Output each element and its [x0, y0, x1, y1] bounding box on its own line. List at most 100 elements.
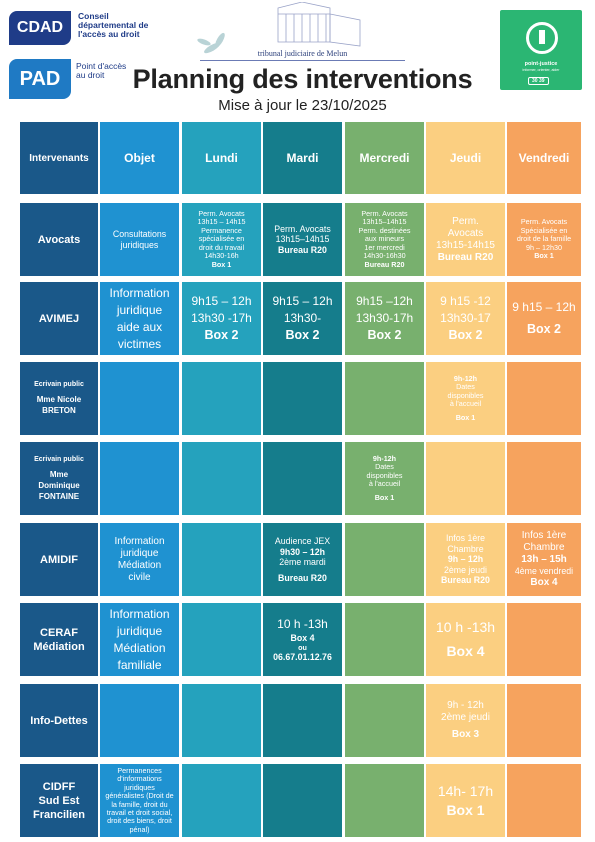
cell-text-line: 13h30- — [283, 311, 322, 325]
schedule-cell-objet: Information juridique Médiation familiale — [100, 603, 179, 676]
column-header-label: Lundi — [205, 151, 238, 165]
schedule-cell-lundi — [182, 362, 261, 435]
cell-text-line: Avocats — [37, 233, 81, 246]
cell-text-line: Avocats — [447, 227, 484, 239]
schedule-cell-vendredi — [507, 442, 581, 515]
schedule-cell-jeudi — [426, 442, 505, 515]
cell-text-line: à l'accueil — [449, 399, 482, 409]
cell-text-line: Dominique — [38, 480, 80, 490]
column-header-mercredi: Mercredi — [345, 122, 424, 194]
cell-text-line: Consultations — [112, 229, 167, 239]
schedule-cell-mardi — [263, 764, 342, 837]
cell-text-line: juridiques — [124, 782, 155, 792]
column-header-label: Intervenants — [29, 152, 89, 164]
schedule-cell-mercredi: 9h-12h Dates disponibles à l'accueil Box 1 — [345, 442, 424, 515]
cell-text-line: 9h15 – 12h — [191, 294, 252, 308]
cell-text-line: AVIMEJ — [38, 312, 80, 325]
cell-text-line: Médiation — [33, 640, 85, 653]
cell-text-line: 10 h -13h — [435, 619, 496, 635]
schedule-cell-jeudi: Infos 1ère Chambre 9h – 12h 2ème jeudi Burea… — [426, 523, 505, 596]
cell-text-line: 10 h -13h — [277, 617, 328, 632]
schedule-cell-vendredi — [507, 764, 581, 837]
cell-text-line: 13h30-17h — [355, 311, 414, 325]
cell-text-line: 13h30-17 — [440, 311, 491, 325]
schedule-cell-lundi: 9h15 – 12h 13h30 -17h Box 2 — [182, 282, 261, 355]
cell-text-line: juridiques — [120, 239, 159, 250]
schedule-cell-mercredi — [345, 764, 424, 837]
schedule-cell-vendredi — [507, 362, 581, 435]
cell-text-line: 4ème vendredi — [514, 566, 574, 577]
cell-text-line: Box 2 — [285, 328, 320, 342]
cell-text-line: Ecrivain public — [34, 455, 84, 463]
schedule-cell-mardi — [263, 442, 342, 515]
cell-text-line: AMIDIF — [40, 553, 78, 566]
cell-text-line: 14h- 17h — [437, 782, 494, 799]
schedule-cell-vendredi: 9 h15 – 12h Box 2 — [507, 282, 581, 355]
schedule-cell-mardi — [263, 684, 342, 757]
cell-text-line: 14h30-16h30 — [363, 251, 406, 261]
schedule-cell-objet: Consultations juridiques — [100, 203, 179, 276]
point-justice-phone: 30 39 — [528, 77, 549, 85]
column-header-label: Objet — [124, 151, 155, 165]
cell-text-line: 9h-12h — [372, 453, 397, 463]
cell-text-line: Box 1 — [211, 259, 232, 269]
cell-text-line: droit des biens, droit — [107, 816, 172, 826]
page-title: Planning des interventions — [132, 64, 473, 94]
column-header-label: Mercredi — [359, 151, 410, 165]
tribunal-building-illustration — [197, 2, 361, 54]
cell-text-line: droit du travail — [198, 242, 245, 252]
column-header-label: Jeudi — [449, 151, 482, 165]
intervenant-cell: Avocats — [20, 203, 98, 276]
intervenant-cell: Ecrivain public Mme Dominique FONTAINE — [20, 442, 98, 515]
cell-text-line: 9 h15 – 12h — [512, 300, 576, 314]
cell-text-line: la famille, droit du — [111, 799, 168, 809]
cell-text-line: 9 h15 -12 — [440, 294, 491, 308]
info-icon — [526, 22, 558, 54]
cell-text-line: d'informations — [117, 774, 162, 784]
column-header-jeudi: Jeudi — [426, 122, 505, 194]
cell-text-line: Audience JEX — [274, 536, 331, 546]
cell-text-line: 13h15–14h15 — [362, 217, 407, 227]
cell-text-line: Bureau R20 — [278, 572, 327, 583]
schedule-cell-jeudi: 9h - 12h 2ème jeudi Box 3 — [426, 684, 505, 757]
cell-text-line: 2ème mardi — [279, 557, 326, 567]
cell-text-line: Bureau R20 — [278, 244, 327, 255]
cell-text-line: juridique — [116, 623, 163, 638]
schedule-cell-mercredi — [345, 684, 424, 757]
schedule-cell-mercredi: 9h15 –12h 13h30-17h Box 2 — [345, 282, 424, 355]
cell-text-line: Ecrivain public — [34, 381, 84, 388]
cell-text-line: Infos 1ère — [521, 530, 567, 542]
cell-text-line: Infos 1ère — [445, 533, 486, 544]
cell-text-line: juridique — [120, 547, 159, 559]
cell-text-line: Information — [109, 606, 170, 621]
cdad-logo: CDAD — [9, 11, 71, 45]
schedule-cell-mardi: 10 h -13h Box 4 ou 06.67.01.12.76 — [263, 603, 342, 676]
cell-text-line: 9h-12h — [453, 373, 478, 383]
column-header-label: Vendredi — [518, 151, 570, 165]
point-justice-logo: point-justice informer, orienter, aider … — [500, 10, 582, 90]
cell-text-line: 13h15–14h15 — [275, 234, 330, 245]
intervenant-cell: AMIDIF — [20, 523, 98, 596]
schedule-cell-jeudi: 14h- 17h Box 1 — [426, 764, 505, 837]
schedule-cell-jeudi: Perm. Avocats 13h15-14h15 Bureau R20 — [426, 203, 505, 276]
column-header-objet: Objet — [100, 122, 179, 194]
schedule-cell-mercredi — [345, 523, 424, 596]
cell-text-line: Perm. Avocats — [274, 223, 331, 234]
schedule-cell-mardi: Audience JEX 9h30 – 12h 2ème mardi Bureau R… — [263, 523, 342, 596]
column-header-vendredi: Vendredi — [507, 122, 581, 194]
cell-text-line: 14h30-16h — [204, 251, 239, 261]
cell-text-line: Sud Est — [38, 794, 80, 807]
column-header-mardi: Mardi — [263, 122, 342, 194]
schedule-cell-vendredi — [507, 684, 581, 757]
cell-text-line: 9h – 12h30 — [526, 242, 562, 252]
cell-text-line: Mme — [49, 469, 69, 479]
schedule-cell-mercredi: Perm. Avocats 13h15–14h15 Perm. destinées a… — [345, 203, 424, 276]
cell-text-line: Francilien — [33, 808, 85, 821]
schedule-cell-objet: Information juridique aide aux victimes — [100, 282, 179, 355]
cell-text-line: Permanences — [117, 765, 162, 775]
cell-text-line: Box 4 — [290, 633, 315, 644]
point-justice-subtitle: informer, orienter, aider — [522, 68, 560, 72]
cell-text-line: Spécialisée en — [520, 225, 568, 235]
cell-text-line: 06.67.01.12.76 — [273, 652, 332, 663]
cell-text-line: Dates — [456, 382, 475, 392]
